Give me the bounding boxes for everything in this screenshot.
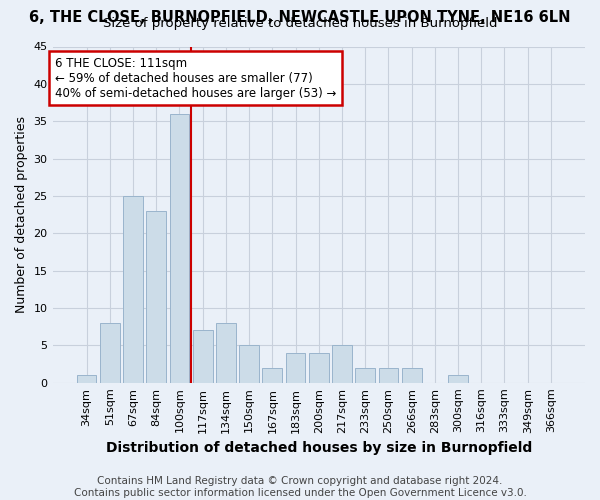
Text: Contains HM Land Registry data © Crown copyright and database right 2024.
Contai: Contains HM Land Registry data © Crown c… [74, 476, 526, 498]
Bar [309, 353, 329, 383]
Bar [262, 368, 282, 383]
Text: 6 THE CLOSE: 111sqm
← 59% of detached houses are smaller (77)
40% of semi-detach: 6 THE CLOSE: 111sqm ← 59% of detached ho… [55, 56, 337, 100]
Bar [170, 114, 190, 383]
Bar [355, 368, 375, 383]
Text: Size of property relative to detached houses in Burnopfield: Size of property relative to detached ho… [103, 18, 497, 30]
Bar [216, 323, 236, 383]
Bar [448, 376, 468, 383]
Y-axis label: Number of detached properties: Number of detached properties [15, 116, 28, 313]
Bar [239, 346, 259, 383]
X-axis label: Distribution of detached houses by size in Burnopfield: Distribution of detached houses by size … [106, 441, 532, 455]
Bar [379, 368, 398, 383]
Bar [332, 346, 352, 383]
Bar [123, 196, 143, 383]
Bar [100, 323, 119, 383]
Bar [402, 368, 422, 383]
Bar [77, 376, 97, 383]
Text: 6, THE CLOSE, BURNOPFIELD, NEWCASTLE UPON TYNE, NE16 6LN: 6, THE CLOSE, BURNOPFIELD, NEWCASTLE UPO… [29, 10, 571, 25]
Bar [146, 211, 166, 383]
Bar [286, 353, 305, 383]
Bar [193, 330, 212, 383]
